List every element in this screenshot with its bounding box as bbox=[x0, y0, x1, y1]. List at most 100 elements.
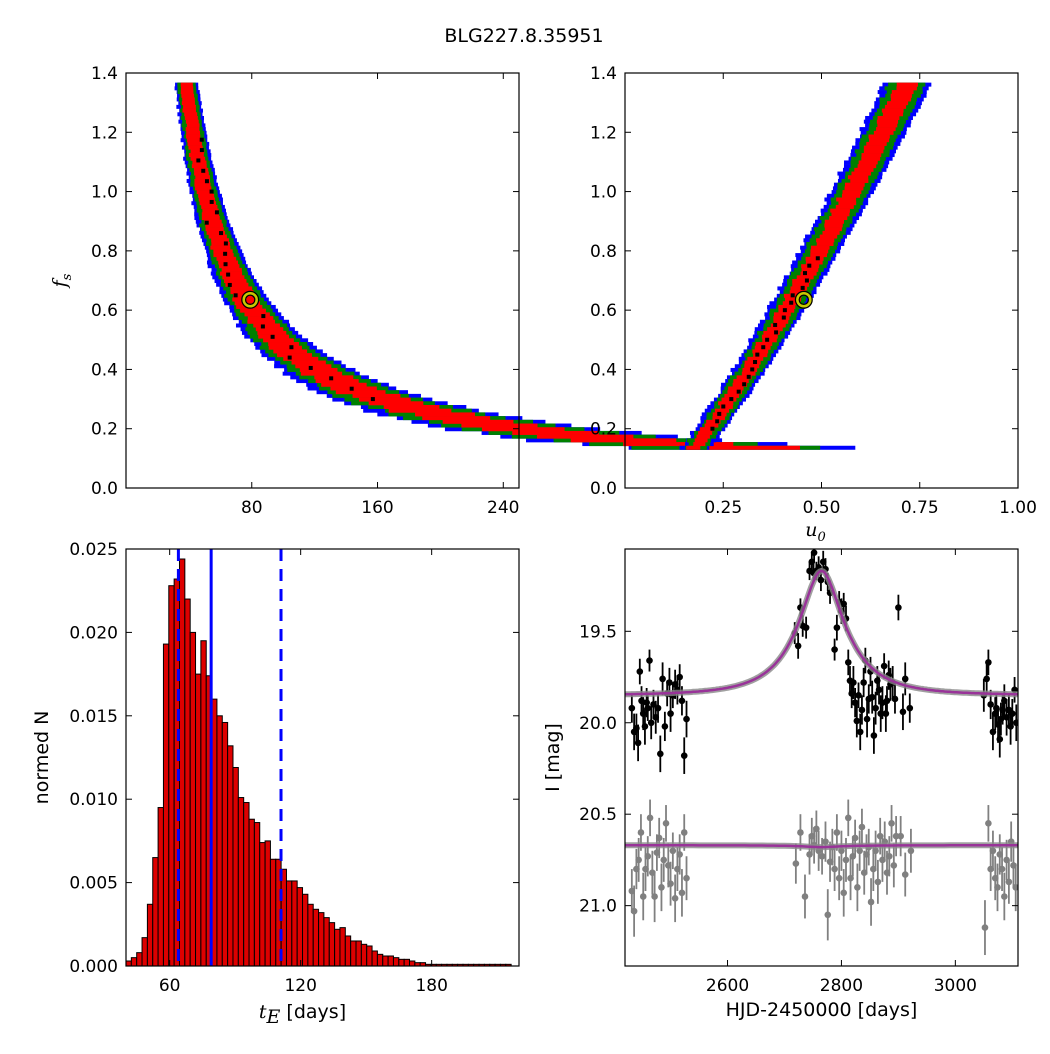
band-cell-sigma1 bbox=[854, 167, 874, 172]
data-point-grey bbox=[831, 865, 838, 873]
histogram-bar bbox=[184, 598, 191, 966]
band-cell-sigma1 bbox=[183, 104, 196, 109]
p0-ytick-label: 0.0 bbox=[91, 479, 118, 499]
band-cell-sigma1 bbox=[712, 416, 726, 421]
p1-ytick-label: 0.2 bbox=[590, 420, 617, 440]
data-point-black bbox=[840, 600, 848, 608]
band-cell-sigma1 bbox=[225, 282, 249, 287]
band-cell-sigma1 bbox=[877, 115, 900, 120]
histogram-bar bbox=[339, 927, 346, 966]
band-cell-sigma1 bbox=[221, 267, 242, 272]
band-cell-sigma1 bbox=[211, 241, 230, 246]
histogram-bar bbox=[360, 943, 368, 966]
band-cell-sigma1 bbox=[186, 123, 200, 128]
data-point-black bbox=[680, 752, 688, 759]
band-cell-sigma1 bbox=[744, 364, 760, 369]
band-cell-sigma1 bbox=[790, 286, 808, 291]
chain-point bbox=[201, 168, 206, 173]
band-cell-sigma1 bbox=[247, 319, 276, 324]
histogram-bar bbox=[248, 818, 255, 966]
best-fit-marker bbox=[242, 292, 258, 308]
band-cell-sigma1 bbox=[202, 208, 219, 213]
histogram-bar bbox=[200, 640, 207, 966]
data-point-black bbox=[634, 739, 642, 747]
band-cell-sigma1 bbox=[216, 256, 237, 261]
band-cell-sigma1 bbox=[188, 145, 203, 150]
band-cell-sigma1 bbox=[240, 308, 266, 313]
band-cell-sigma1 bbox=[704, 423, 719, 428]
band-cell-sigma1 bbox=[877, 123, 898, 128]
band-cell-sigma1 bbox=[876, 119, 899, 124]
band-cell-sigma1 bbox=[755, 342, 773, 347]
data-point-grey bbox=[655, 834, 663, 842]
chain-point bbox=[765, 337, 770, 342]
histogram-bar bbox=[398, 958, 405, 966]
data-point-black bbox=[855, 692, 862, 699]
band-cell-sigma1 bbox=[481, 427, 565, 432]
band-cell-sigma1 bbox=[796, 275, 814, 280]
data-point-grey bbox=[856, 847, 863, 855]
chain-point bbox=[717, 411, 722, 416]
chain-point bbox=[800, 285, 805, 290]
band-cell-sigma1 bbox=[196, 190, 213, 195]
band-cell-sigma1 bbox=[315, 379, 359, 384]
data-point-black bbox=[659, 675, 666, 683]
band-cell-sigma1 bbox=[857, 164, 877, 169]
band-cell-sigma1 bbox=[830, 208, 850, 213]
histogram-bar bbox=[350, 940, 357, 966]
band-cell-sigma1 bbox=[805, 256, 824, 261]
p2-ytick-label: 0.020 bbox=[69, 623, 118, 643]
band-cell-sigma1 bbox=[762, 338, 777, 343]
p0-ylabel: fs bbox=[49, 273, 75, 289]
band-cell-sigma1 bbox=[773, 316, 790, 321]
chain-point bbox=[260, 324, 265, 329]
data-point-grey bbox=[630, 907, 638, 915]
data-point-grey bbox=[667, 880, 674, 887]
band-cell-sigma1 bbox=[824, 223, 843, 228]
data-point-grey bbox=[892, 832, 900, 840]
p3-ylabel: I [mag] bbox=[542, 723, 564, 792]
band-cell-sigma1 bbox=[190, 149, 205, 154]
chain-point bbox=[270, 334, 275, 339]
band-cell-sigma1 bbox=[201, 212, 220, 217]
data-point-grey bbox=[801, 893, 809, 900]
data-point-grey bbox=[872, 847, 879, 855]
band-cell-sigma1 bbox=[682, 445, 800, 450]
p0-ytick-label: 1.0 bbox=[91, 183, 118, 203]
band-cell-sigma1 bbox=[263, 338, 294, 343]
histogram-bar bbox=[334, 928, 341, 966]
data-point-grey bbox=[985, 820, 992, 827]
histogram-bar bbox=[312, 908, 320, 966]
band-cell-sigma1 bbox=[792, 279, 811, 284]
data-point-grey bbox=[851, 834, 859, 842]
chain-point bbox=[223, 262, 228, 267]
histogram-bar bbox=[302, 893, 309, 966]
p0-ytick-label: 0.8 bbox=[91, 242, 118, 262]
p1-ytick-label: 0.0 bbox=[590, 479, 617, 499]
band-cell-sigma1 bbox=[185, 134, 201, 139]
data-point-grey bbox=[989, 847, 997, 855]
data-point-grey bbox=[639, 893, 647, 900]
chain-point bbox=[715, 419, 720, 424]
chain-point bbox=[349, 386, 354, 391]
data-point-grey bbox=[637, 829, 645, 836]
band-cell-sigma1 bbox=[180, 90, 194, 95]
data-point-grey bbox=[683, 874, 690, 882]
band-cell-sigma1 bbox=[192, 160, 207, 165]
data-point-grey bbox=[876, 832, 884, 840]
data-point-grey bbox=[888, 820, 895, 827]
p3-xlabel: HJD-2450000 [days] bbox=[726, 999, 918, 1021]
band-cell-sigma1 bbox=[213, 249, 233, 254]
p2-xlabel-unit: [days] bbox=[280, 1001, 346, 1023]
band-cell-sigma1 bbox=[805, 260, 823, 265]
band-cell-sigma1 bbox=[187, 141, 202, 146]
chain-point bbox=[710, 426, 715, 431]
chain-point bbox=[721, 404, 726, 409]
band-cell-sigma1 bbox=[268, 345, 302, 350]
chain-point bbox=[807, 263, 812, 268]
data-point-black bbox=[661, 723, 669, 730]
data-point-black bbox=[863, 715, 871, 723]
band-cell-sigma1 bbox=[724, 393, 740, 398]
data-point-black bbox=[891, 695, 899, 703]
